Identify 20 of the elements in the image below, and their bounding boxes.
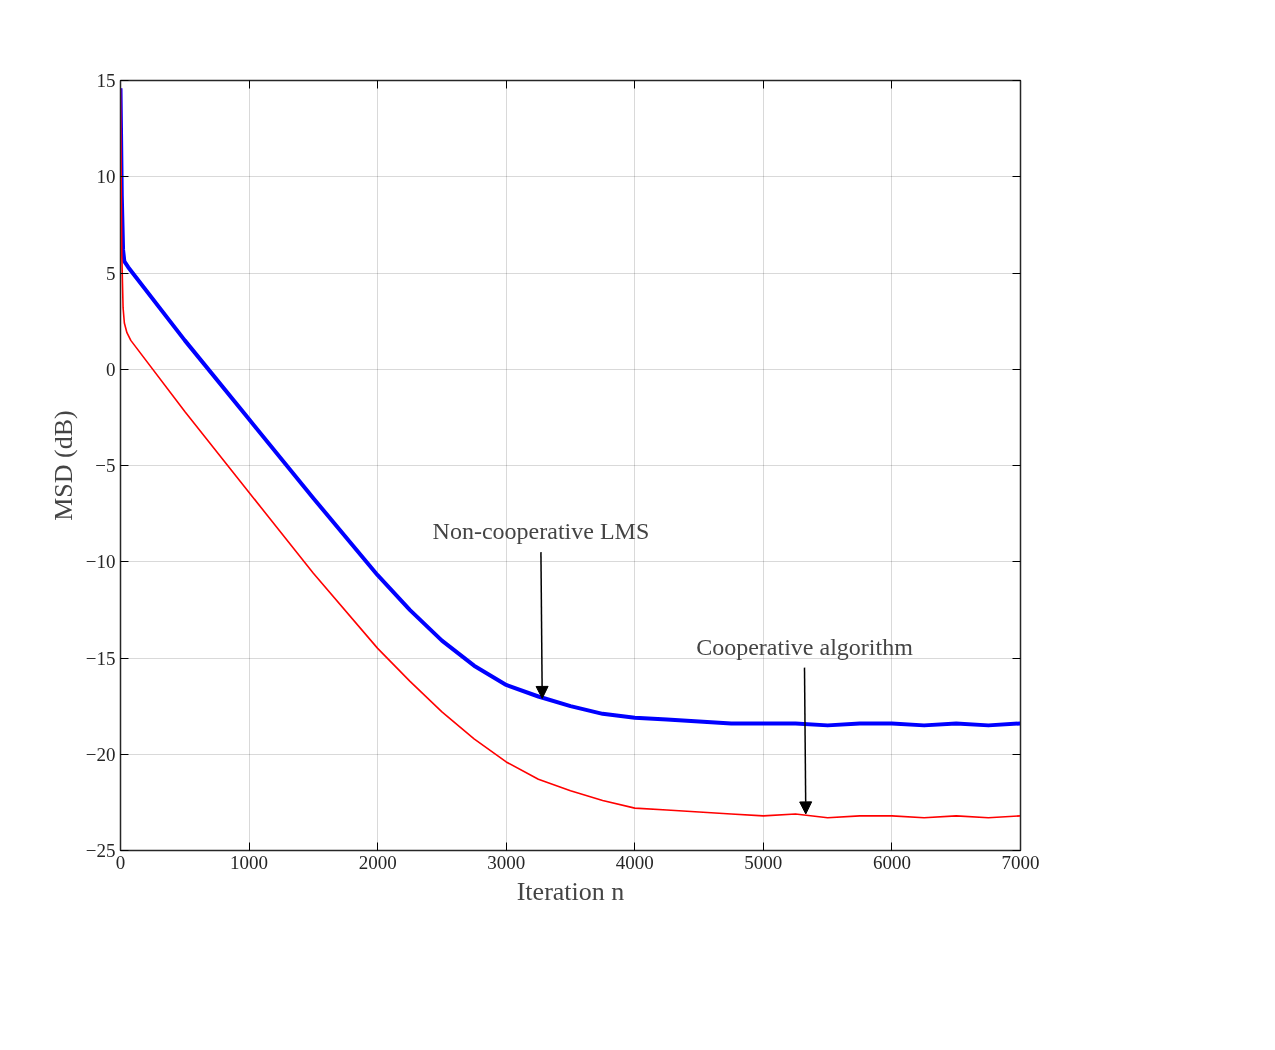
y-tick-label: −5 xyxy=(95,455,116,476)
x-tick-label: 1000 xyxy=(230,851,269,873)
x-tick-label: 5000 xyxy=(744,851,783,873)
x-axis-title: Iteration n xyxy=(516,876,625,906)
y-tick-label: 15 xyxy=(96,70,116,91)
y-tick-label: −25 xyxy=(85,840,116,861)
x-tick-label: 2000 xyxy=(358,851,397,873)
y-tick-label: −20 xyxy=(85,743,116,765)
y-tick-label: 10 xyxy=(96,166,116,188)
x-tick-label: 3000 xyxy=(487,851,526,873)
y-tick-label: 0 xyxy=(106,358,116,380)
y-tick-label: −10 xyxy=(85,551,116,573)
y-tick-label: 5 xyxy=(106,262,116,284)
x-tick-label: 4000 xyxy=(615,851,654,873)
annotation: Cooperative algorithm xyxy=(696,633,914,660)
y-tick-label: −15 xyxy=(85,647,116,669)
y-axis-title: MSD (dB) xyxy=(48,410,78,521)
x-tick-label: 7000 xyxy=(1001,851,1040,873)
x-tick-label: 6000 xyxy=(872,851,911,873)
annotation: Non-cooperative LMS xyxy=(432,518,650,545)
